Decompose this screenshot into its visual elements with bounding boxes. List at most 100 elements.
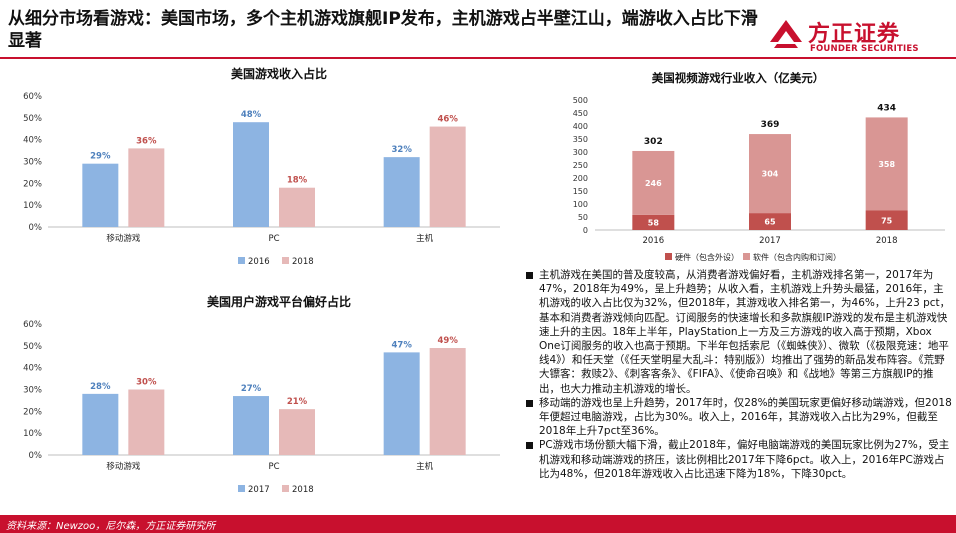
logo-chinese-name: 方正证券 — [808, 22, 901, 47]
legend-label: 2018 — [292, 485, 314, 495]
bar-data-label: 48% — [241, 110, 262, 120]
y-tick-label: 30% — [23, 158, 42, 168]
stacked-bar-segment — [865, 117, 908, 211]
bar-data-label: 49% — [437, 336, 458, 346]
legend-label: 2016 — [248, 257, 270, 267]
bar-data-label: 21% — [287, 397, 308, 407]
segment-data-label: 358 — [878, 160, 895, 169]
bar-2016-3 — [383, 157, 420, 227]
bar-data-label: 30% — [136, 378, 157, 388]
y-tick-label: 450 — [573, 109, 588, 118]
bar-total-label: 434 — [877, 103, 896, 113]
x-category-label: 主机 — [416, 233, 434, 244]
y-tick-label: 20% — [23, 407, 42, 417]
y-tick-label: 0% — [29, 223, 43, 233]
x-category-label: 移动游戏 — [106, 461, 141, 472]
bullet-square-icon — [526, 272, 533, 279]
bar-data-label: 47% — [391, 340, 412, 350]
bar-2018-1 — [128, 389, 165, 455]
y-tick-label: 60% — [23, 320, 42, 330]
y-tick-label: 40% — [23, 136, 42, 146]
stacked-bar-segment — [632, 150, 675, 215]
legend-swatch — [282, 257, 289, 264]
segment-data-label: 246 — [645, 179, 662, 188]
bar-data-label: 27% — [241, 384, 262, 394]
y-tick-label: 0% — [29, 451, 43, 461]
founder-securities-logo: 方正证券 FOUNDER SECURITIES — [766, 14, 952, 60]
y-tick-label: 10% — [23, 429, 42, 439]
x-category-label: 2017 — [759, 236, 781, 246]
x-category-label: 2016 — [643, 236, 665, 246]
legend-swatch — [743, 253, 750, 260]
segment-data-label: 75 — [881, 216, 893, 225]
stacked-bar-segment — [632, 214, 675, 230]
industry-revenue-chart: 美国视频游戏行业收入（亿美元） 0 50 100 150 200 250 300 350 400 4… — [545, 62, 956, 267]
y-tick-label: 50% — [23, 114, 42, 124]
y-tick-label: 30% — [23, 386, 42, 396]
chart-title: 美国游戏收入占比 — [231, 66, 327, 81]
bar-total-label: 302 — [644, 137, 663, 147]
bar-data-label: 28% — [90, 382, 111, 392]
analysis-bullet-list: 主机游戏在美国的普及度较高，从消费者游戏偏好看，主机游戏排名第一，2017年为4… — [525, 268, 953, 481]
x-category-label: 移动游戏 — [106, 233, 141, 244]
y-tick-label: 50 — [578, 213, 588, 222]
legend-label: 软件（包含内购和订阅） — [753, 252, 841, 262]
y-tick-label: 60% — [23, 92, 42, 102]
bar-2017-2 — [233, 396, 269, 455]
chart-title: 美国视频游戏行业收入（亿美元） — [652, 71, 825, 85]
bar-2018-3 — [429, 126, 466, 227]
y-tick-label: 200 — [573, 174, 588, 183]
x-category-label: PC — [268, 234, 279, 244]
bar-data-label: 29% — [90, 152, 111, 162]
y-tick-label: 350 — [573, 135, 588, 144]
bullet-text: 移动端的游戏也呈上升趋势，2017年时，仅28%的美国玩家更偏好移动端游戏，但2… — [539, 396, 952, 438]
segment-data-label: 304 — [762, 170, 779, 179]
legend-label: 2018 — [292, 257, 314, 267]
page-title: 从细分市场看游戏：美国市场，多个主机游戏旗舰IP发布，主机游戏占半壁江山，端游收… — [8, 9, 758, 51]
y-tick-label: 400 — [573, 122, 588, 131]
bar-2016-2 — [233, 122, 269, 227]
bar-2018-2 — [279, 187, 315, 227]
bar-2017-3 — [383, 352, 420, 455]
legend-swatch — [238, 485, 245, 492]
revenue-share-chart: 美国游戏收入占比 0% 10% 20% 30% 40% 50% 60% 29% 36% 移动游戏 48… — [0, 62, 515, 272]
bar-data-label: 36% — [136, 136, 157, 146]
y-tick-label: 150 — [573, 187, 588, 196]
y-tick-label: 40% — [23, 364, 42, 374]
stacked-bar-segment — [865, 210, 908, 230]
legend-swatch — [238, 257, 245, 264]
bullet-text: PC游戏市场份额大幅下滑，截止2018年，偏好电脑端游戏的美国玩家比例为27%，… — [539, 439, 950, 480]
bar-2017-1 — [82, 393, 119, 455]
bar-2018-2 — [279, 409, 315, 455]
legend-label: 硬件（包含外设） — [675, 252, 739, 262]
y-tick-label: 0 — [583, 226, 588, 235]
title-divider — [0, 57, 956, 59]
y-tick-label: 20% — [23, 179, 42, 189]
bar-2016-1 — [82, 163, 119, 227]
bar-2018-1 — [128, 148, 165, 227]
y-tick-label: 250 — [573, 161, 588, 170]
x-category-label: PC — [268, 462, 279, 472]
bar-data-label: 32% — [391, 145, 412, 155]
y-tick-label: 300 — [573, 148, 588, 157]
y-tick-label: 100 — [573, 200, 588, 209]
bullet-square-icon — [526, 442, 533, 450]
founder-logo-mark-icon — [770, 20, 802, 48]
source-note: 资料来源：Newzoo，尼尔森，方正证券研究所 — [6, 521, 216, 532]
platform-preference-chart: 美国用户游戏平台偏好占比 0% 10% 20% 30% 40% 50% 60% 28% 30% 移动… — [0, 290, 515, 505]
logo-english-name: FOUNDER SECURITIES — [810, 44, 919, 54]
bar-2018-3 — [429, 348, 466, 455]
stacked-bar-segment — [749, 213, 791, 230]
bullet-square-icon — [526, 399, 533, 407]
y-tick-label: 500 — [573, 96, 588, 105]
x-category-label: 主机 — [416, 461, 434, 472]
legend-swatch — [282, 485, 289, 492]
x-category-label: 2018 — [876, 236, 898, 246]
bullet-item-console: 主机游戏在美国的普及度较高，从消费者游戏偏好看，主机游戏排名第一，2017年为4… — [525, 268, 953, 396]
bullet-text: 主机游戏在美国的普及度较高，从消费者游戏偏好看，主机游戏排名第一，2017年为4… — [539, 269, 951, 395]
segment-data-label: 58 — [648, 218, 660, 227]
bar-total-label: 369 — [761, 120, 780, 130]
y-tick-label: 50% — [23, 342, 42, 352]
bar-data-label: 46% — [437, 115, 458, 125]
chart-title: 美国用户游戏平台偏好占比 — [207, 294, 351, 309]
